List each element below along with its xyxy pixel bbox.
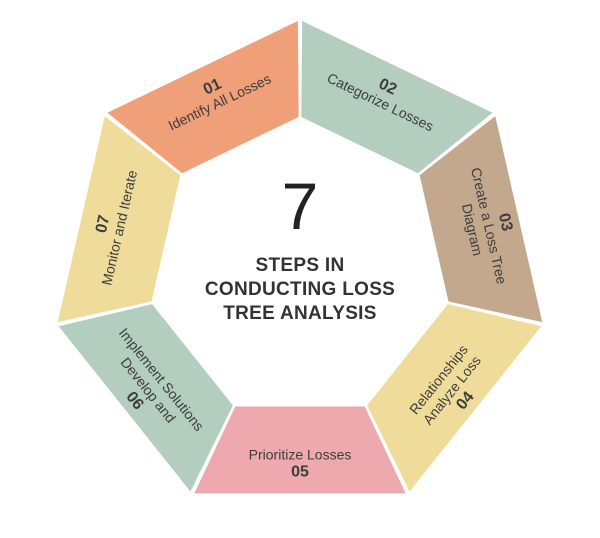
segment-number: 05 <box>291 464 309 481</box>
center-line-2: TREE ANALYSIS <box>223 303 376 324</box>
segment-label: Prioritize Losses <box>249 447 352 463</box>
center-line-0: STEPS IN <box>256 255 345 276</box>
loss-tree-heptagon: 01Identify All Losses02Categorize Losses… <box>0 0 600 538</box>
center-line-1: CONDUCTING LOSS <box>205 279 395 300</box>
center-number: 7 <box>282 169 319 243</box>
